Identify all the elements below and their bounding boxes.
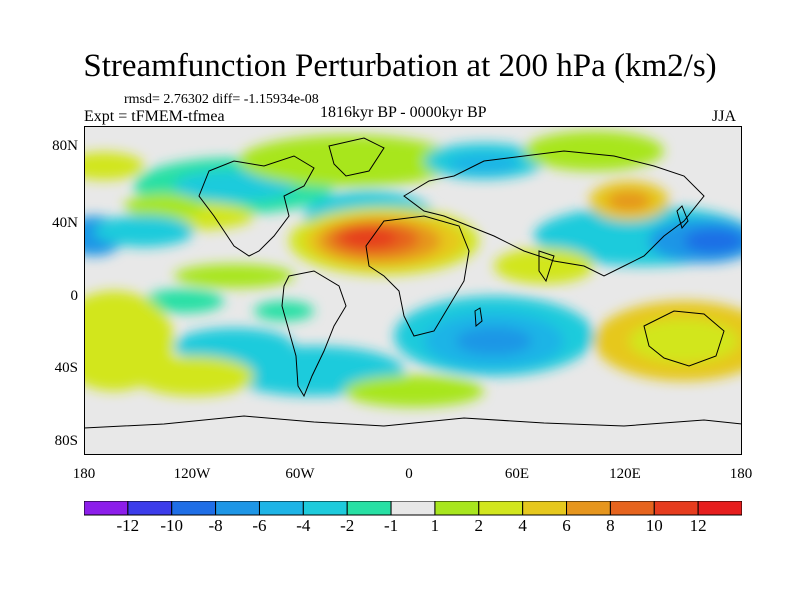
colorbar-swatch — [390, 501, 436, 516]
season-label: JJA — [712, 108, 737, 125]
map-frame — [84, 126, 742, 455]
colorbar-label: 8 — [606, 516, 615, 535]
plot-title: Streamfunction Perturbation at 200 hPa (… — [83, 48, 717, 84]
colorbar-swatch — [434, 501, 480, 516]
colorbar-label: -8 — [208, 516, 223, 535]
colorbar-label: -10 — [160, 516, 184, 535]
lon-label-180w: 180 — [72, 466, 96, 482]
colorbar — [84, 501, 742, 516]
colorbar-swatch — [84, 501, 129, 516]
contour-field — [84, 131, 742, 407]
rmsd-diff-stats: rmsd= 2.76302 diff= -1.15934e-08 — [124, 92, 319, 107]
lat-label-eq: 0 — [70, 288, 79, 304]
lon-label-120w: 120W — [173, 466, 211, 482]
coastlines — [84, 137, 742, 429]
colorbar-label: 6 — [562, 516, 571, 535]
lat-label-40n: 40N — [52, 215, 78, 231]
colorbar-label: -12 — [116, 516, 140, 535]
colorbar-label: -1 — [383, 516, 399, 535]
colorbar-label: 2 — [474, 516, 484, 535]
streamfunction-map — [84, 126, 742, 455]
colorbar-swatch — [653, 501, 699, 516]
colorbar-swatch — [346, 501, 392, 516]
colorbar-swatch — [697, 501, 742, 516]
period-label: 1816kyr BP - 0000kyr BP — [320, 104, 487, 121]
colorbar-swatch — [522, 501, 568, 516]
colorbar-label: 12 — [689, 516, 707, 535]
lon-label-120e: 120E — [609, 466, 641, 482]
colorbar-label: -6 — [252, 516, 267, 535]
colorbar-label: -4 — [296, 516, 311, 535]
lat-label-80n: 80N — [52, 138, 78, 154]
colorbar-swatch — [566, 501, 611, 516]
colorbar-swatch — [171, 501, 217, 516]
colorbar-label: 1 — [430, 516, 440, 535]
colorbar-label: 4 — [518, 516, 527, 535]
colorbar-swatch — [127, 501, 173, 516]
colorbar-label: -2 — [340, 516, 355, 535]
experiment-label: Expt = tFMEM-tfmea — [84, 108, 225, 125]
colorbar-swatch — [258, 501, 304, 516]
lon-label-60w: 60W — [285, 466, 315, 482]
map-svg — [84, 126, 742, 455]
lon-label-0: 0 — [405, 466, 413, 482]
colorbar-swatch — [302, 501, 348, 516]
lon-label-60e: 60E — [504, 466, 530, 482]
lat-label-40s: 40S — [54, 360, 78, 376]
colorbar-label: 10 — [645, 516, 663, 535]
colorbar-swatch — [215, 501, 260, 516]
colorbar-swatch — [478, 501, 524, 516]
colorbar-swatch — [609, 501, 655, 516]
lon-label-180e: 180 — [729, 466, 753, 482]
lat-label-80s: 80S — [54, 433, 78, 449]
